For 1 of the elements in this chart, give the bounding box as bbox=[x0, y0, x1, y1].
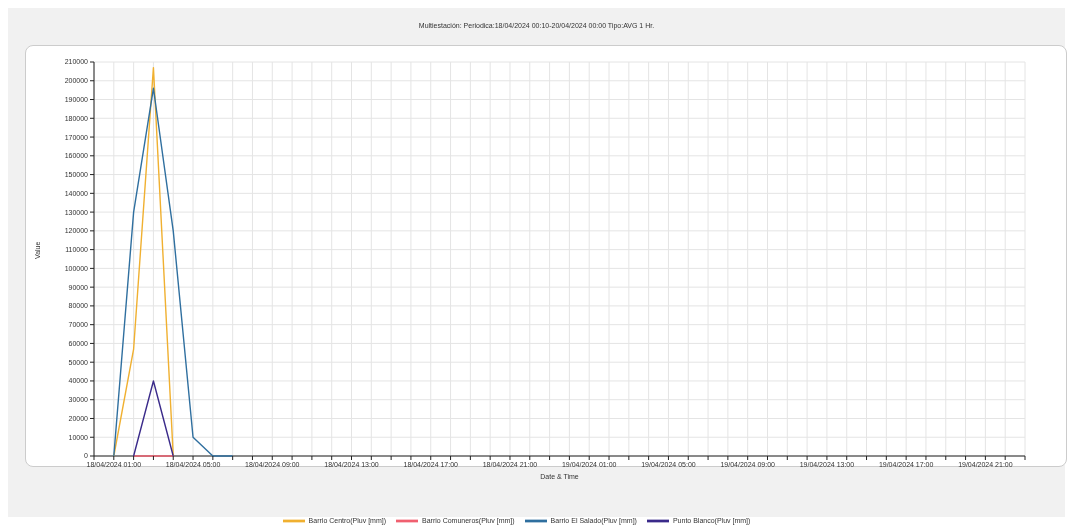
line-series bbox=[113, 87, 234, 457]
